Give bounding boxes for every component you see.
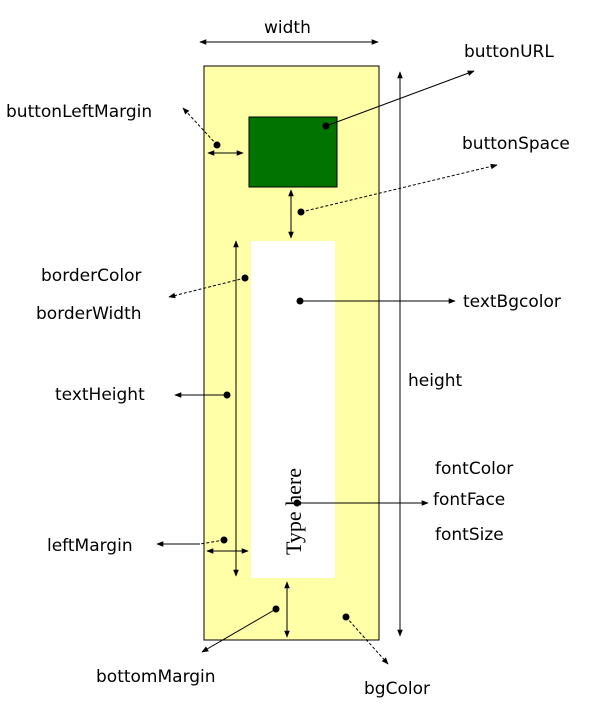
- label-leftmargin: leftMargin: [47, 536, 133, 556]
- bottommargin-pointer: [201, 608, 277, 653]
- label-fontsize: fontSize: [435, 525, 504, 545]
- buttonurl-pointer: [325, 70, 475, 127]
- button-area: [248, 116, 338, 188]
- label-textbgcolor: textBgcolor: [463, 292, 561, 312]
- border-pointer: [168, 277, 246, 299]
- leftmargin-pointer: [199, 539, 225, 545]
- label-fontcolor: fontColor: [435, 459, 513, 479]
- label-fontface: fontFace: [433, 490, 505, 510]
- buttonleftmargin-pointer: [182, 107, 218, 146]
- label-textheight: textHeight: [55, 385, 145, 405]
- label-bottommargin: bottomMargin: [96, 667, 216, 687]
- label-bgcolor: bgColor: [364, 679, 430, 699]
- label-height: height: [408, 371, 463, 391]
- label-width: width: [264, 18, 311, 38]
- label-buttonspace: buttonSpace: [462, 134, 570, 154]
- buttonspace-pointer: [300, 163, 498, 213]
- sample-text: Type here: [281, 468, 306, 555]
- label-buttonleftmargin: buttonLeftMargin: [6, 102, 152, 122]
- text-area: [251, 241, 335, 578]
- bgcolor-pointer: [345, 616, 389, 665]
- label-borderwidth: borderWidth: [36, 304, 142, 324]
- label-buttonurl: buttonURL: [464, 42, 554, 62]
- label-bordercolor: borderColor: [41, 266, 142, 286]
